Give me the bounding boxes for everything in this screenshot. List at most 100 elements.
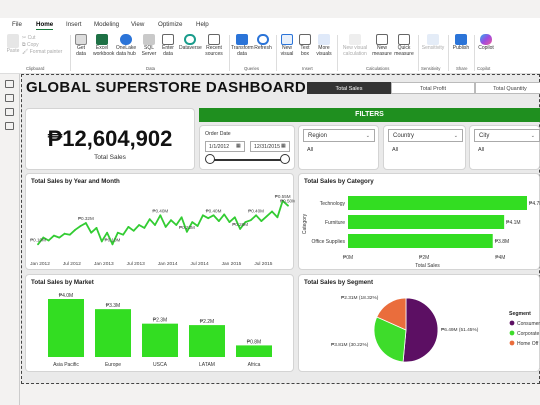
table-view-icon[interactable] — [5, 94, 14, 102]
country-dropdown[interactable]: Country ⌄ — [388, 129, 463, 142]
line-data-label: ₱0.10M — [105, 237, 121, 242]
line-point — [164, 226, 167, 228]
transform-data-button[interactable]: Transform data — [231, 34, 254, 57]
format-painter-button[interactable]: 🖌 Format painter — [22, 49, 63, 55]
menu-home[interactable]: Home — [36, 21, 54, 30]
sales-by-segment-card[interactable]: Total Sales by Segment ₱6.49M (51.45%) ₱3… — [298, 274, 540, 372]
line-point — [207, 217, 210, 220]
line-point — [201, 214, 204, 217]
market-category-label: USCA — [153, 362, 168, 368]
sql-icon — [143, 34, 155, 45]
line-data-label: ₱0.50M — [280, 199, 295, 204]
more-visuals-button[interactable]: More visuals — [315, 34, 333, 57]
market-bar — [236, 345, 272, 357]
copy-button[interactable]: ⧉ Copy — [22, 42, 39, 48]
x-tick-label: Jan 2012 — [30, 261, 50, 267]
quick-measure-button[interactable]: Quick measure — [394, 34, 414, 57]
sales-by-category-card[interactable]: Total Sales by Category Technology ₱4.7M F… — [298, 173, 540, 270]
group-clipboard: Clipboard — [26, 66, 45, 71]
x-tick-label: Jan 2015 — [222, 261, 242, 267]
sales-by-month-card[interactable]: Total Sales by Year and Month ₱0.10M ₱0.3… — [25, 173, 295, 270]
legend-marker — [509, 330, 515, 336]
text-box-button[interactable]: Text box — [298, 34, 312, 57]
table-icon — [162, 34, 174, 45]
line-point — [84, 222, 87, 224]
menu-file[interactable]: File — [12, 21, 22, 28]
copilot-icon — [480, 34, 492, 45]
menu-view[interactable]: View — [131, 21, 145, 28]
get-data-button[interactable]: Get data — [73, 34, 89, 57]
database-icon — [75, 34, 87, 45]
new-visual-calculation-button[interactable]: New visual calculation — [340, 34, 370, 57]
onelake-data-hub-button[interactable]: OneLake data hub — [115, 34, 137, 57]
line-point — [69, 233, 71, 236]
line-data-label: ₱0.23M — [179, 225, 195, 230]
excel-workbook-button[interactable]: Excel workbook — [93, 34, 114, 57]
market-value-label: ₱3.3M — [106, 303, 120, 309]
model-view-icon[interactable] — [5, 108, 14, 116]
segment-chart: ₱6.49M (51.45%) ₱3.81M (30.22%) ₱2.31M (18… — [331, 295, 540, 363]
sql-server-button[interactable]: SQL Server — [141, 34, 157, 57]
line-point — [281, 199, 284, 202]
menu-help[interactable]: Help — [196, 21, 209, 28]
city-dropdown[interactable]: City ⌄ — [474, 129, 540, 142]
date-range-handle-start[interactable] — [205, 154, 215, 164]
tab-total-sales[interactable]: Total Sales — [307, 82, 391, 94]
refresh-button[interactable]: Refresh — [254, 34, 272, 52]
new-visual-button[interactable]: New visual — [279, 34, 295, 57]
enter-data-button[interactable]: Enter data — [160, 34, 176, 57]
recent-sources-button[interactable]: Recent sources — [203, 34, 225, 57]
line-point — [228, 221, 231, 223]
market-bar — [48, 299, 84, 357]
sensitivity-button[interactable]: Sensitivity — [421, 34, 445, 52]
line-point — [175, 224, 178, 226]
line-point — [244, 221, 247, 223]
chart-icon — [281, 34, 293, 45]
line-point — [276, 216, 279, 219]
market-category-label: Asia Pacific — [53, 362, 79, 368]
line-point — [233, 216, 236, 219]
category-value-label: ₱4.7M — [529, 201, 540, 207]
paste-button[interactable]: Paste — [6, 34, 20, 55]
new-measure-button[interactable]: New measure — [372, 34, 392, 57]
cut-button[interactable]: ✂ Cut — [22, 35, 36, 41]
line-point — [100, 240, 103, 243]
publish-button[interactable]: Publish — [452, 34, 470, 52]
tab-total-quantity[interactable]: Total Quantity — [475, 82, 540, 94]
dataverse-button[interactable]: Dataverse — [179, 34, 202, 52]
menu-insert[interactable]: Insert — [66, 21, 82, 28]
order-date-label: Order Date — [205, 131, 231, 137]
legend-title: Segment — [509, 311, 531, 317]
sales-by-market-card[interactable]: Total Sales by Market ₱4.0M Asia Pacific ₱… — [25, 274, 294, 372]
line-data-label: ₱0.55M — [275, 194, 291, 199]
line-point — [212, 214, 215, 217]
copilot-button[interactable]: Copilot — [477, 34, 495, 52]
category-label: Technology — [320, 201, 346, 207]
line-point — [58, 236, 61, 239]
quick-measure-icon — [398, 34, 410, 45]
group-sensitivity: Sensitivity — [421, 66, 441, 71]
calendar-icon-2[interactable]: ▦ — [281, 143, 286, 149]
dax-query-icon[interactable] — [5, 122, 14, 130]
market-bar — [189, 325, 225, 357]
group-queries: Queries — [244, 66, 260, 71]
line-point — [196, 225, 199, 227]
order-date-slicer: Order Date 1/1/2012 ▦ 12/31/2015 ▦ — [199, 125, 295, 170]
date-range-handle-end[interactable] — [280, 154, 290, 164]
menu-optimize[interactable]: Optimize — [158, 21, 183, 28]
legend-label: Consumer — [517, 321, 540, 327]
line-point — [265, 215, 268, 218]
calendar-icon[interactable]: ▦ — [236, 143, 241, 149]
line-point — [239, 227, 242, 230]
line-point — [186, 230, 188, 233]
menu-modeling[interactable]: Modeling — [94, 21, 120, 28]
date-from-input[interactable]: 1/1/2012 — [205, 141, 245, 152]
date-range-track — [210, 159, 286, 161]
line-point — [74, 228, 77, 231]
region-dropdown[interactable]: Region ⌄ — [303, 129, 375, 142]
report-view-icon[interactable] — [5, 80, 14, 88]
tab-total-profit[interactable]: Total Profit — [391, 82, 475, 94]
date-to-input[interactable]: 12/31/2015 — [250, 141, 290, 152]
x-tick-label: ₱0M — [343, 255, 353, 261]
line-chart: ₱0.10M ₱0.32M ₱0.10M ₱0.40M ₱0.23M ₱0.40M ₱0.2… — [30, 194, 295, 267]
